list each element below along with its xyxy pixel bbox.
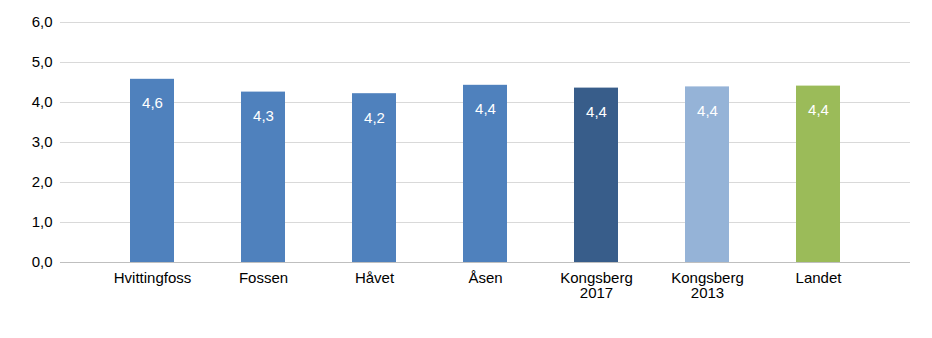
svg-text:3,0: 3,0 <box>32 133 53 150</box>
svg-text:Kongsberg2017: Kongsberg2017 <box>560 269 633 301</box>
svg-text:4,2: 4,2 <box>364 109 385 126</box>
svg-text:4,4: 4,4 <box>808 101 829 118</box>
svg-text:4,4: 4,4 <box>475 100 496 117</box>
svg-text:Åsen: Åsen <box>468 269 502 286</box>
svg-text:2,0: 2,0 <box>32 173 53 190</box>
svg-text:0,0: 0,0 <box>32 253 53 270</box>
svg-text:Landet: Landet <box>796 269 843 286</box>
svg-text:Hvittingfoss: Hvittingfoss <box>114 269 192 286</box>
svg-text:4,0: 4,0 <box>32 93 53 110</box>
svg-text:Fossen: Fossen <box>239 269 288 286</box>
svg-text:5,0: 5,0 <box>32 53 53 70</box>
svg-text:6,0: 6,0 <box>32 13 53 30</box>
svg-text:4,4: 4,4 <box>697 102 718 119</box>
svg-text:4,6: 4,6 <box>142 94 163 111</box>
svg-text:Kongsberg2013: Kongsberg2013 <box>671 269 744 301</box>
svg-text:Håvet: Håvet <box>355 269 395 286</box>
svg-text:1,0: 1,0 <box>32 213 53 230</box>
svg-text:4,3: 4,3 <box>253 107 274 124</box>
svg-text:4,4: 4,4 <box>586 103 607 120</box>
